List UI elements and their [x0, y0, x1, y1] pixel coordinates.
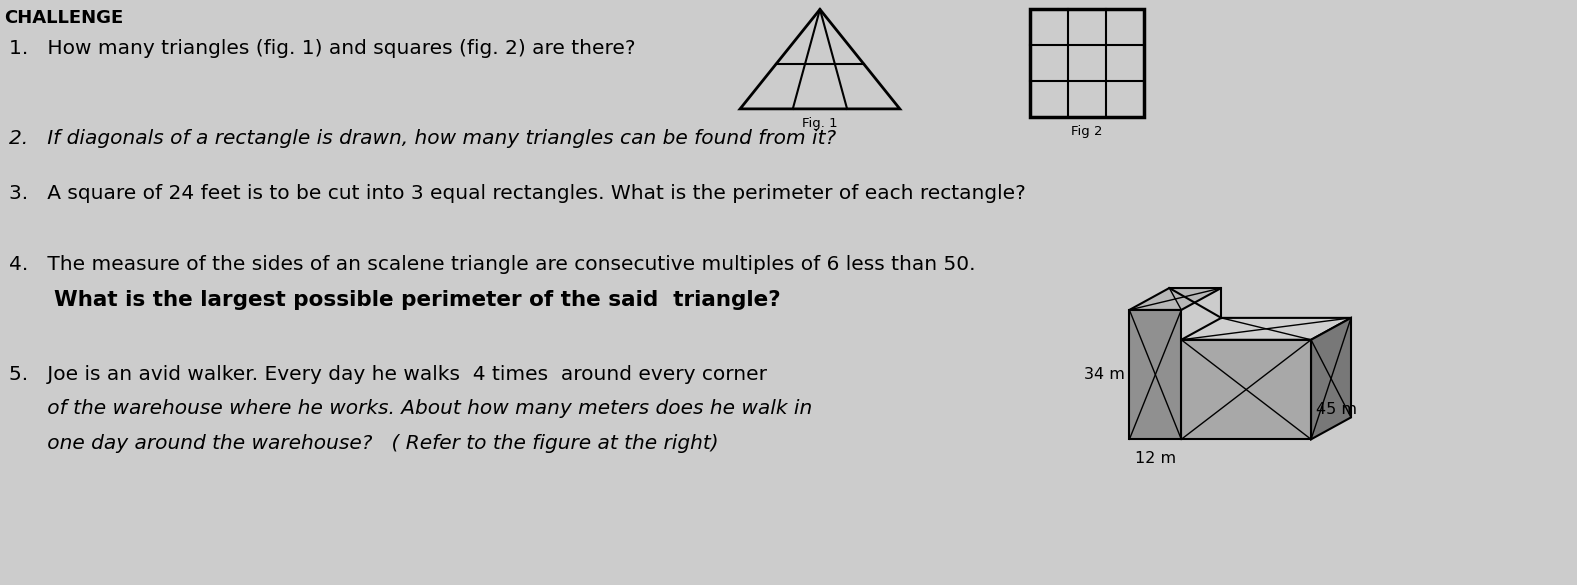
- Text: 1.   How many triangles (fig. 1) and squares (fig. 2) are there?: 1. How many triangles (fig. 1) and squar…: [9, 39, 636, 58]
- Text: 45 m: 45 m: [1317, 402, 1358, 417]
- Text: 2.   If diagonals of a rectangle is drawn, how many triangles can be found from : 2. If diagonals of a rectangle is drawn,…: [9, 129, 836, 148]
- Text: 5.   Joe is an avid walker. Every day he walks  4 times  around every corner: 5. Joe is an avid walker. Every day he w…: [9, 364, 768, 384]
- Polygon shape: [1181, 340, 1310, 439]
- Bar: [1030, 9, 1145, 117]
- Polygon shape: [1129, 310, 1181, 439]
- Polygon shape: [1181, 318, 1351, 340]
- Text: 3.   A square of 24 feet is to be cut into 3 equal rectangles. What is the perim: 3. A square of 24 feet is to be cut into…: [9, 184, 1027, 202]
- Text: 34 m: 34 m: [1083, 367, 1124, 382]
- Text: Fig. 1: Fig. 1: [803, 117, 837, 130]
- Polygon shape: [1310, 318, 1351, 439]
- Text: one day around the warehouse?   ( Refer to the figure at the right): one day around the warehouse? ( Refer to…: [9, 434, 719, 453]
- Text: CHALLENGE: CHALLENGE: [5, 9, 123, 27]
- Text: Fig 2: Fig 2: [1071, 125, 1102, 138]
- Text: What is the largest possible perimeter of the said  triangle?: What is the largest possible perimeter o…: [9, 290, 781, 310]
- Text: 12 m: 12 m: [1135, 451, 1176, 466]
- Text: 4.   The measure of the sides of an scalene triangle are consecutive multiples o: 4. The measure of the sides of an scalen…: [9, 255, 976, 274]
- Text: of the warehouse where he works. About how many meters does he walk in: of the warehouse where he works. About h…: [9, 400, 812, 418]
- Polygon shape: [1129, 288, 1221, 310]
